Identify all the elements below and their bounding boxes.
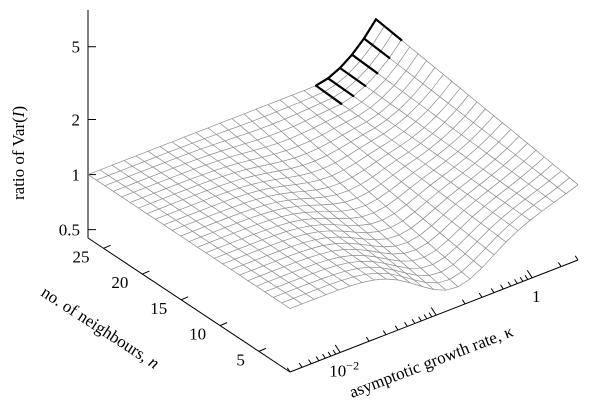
n-tick-label: 20 — [111, 273, 128, 292]
kappa-tick — [412, 319, 415, 323]
mesh-line-kappa — [316, 86, 518, 231]
n-tick — [220, 323, 227, 326]
mesh-line-kappa — [280, 100, 482, 268]
n-tick-label: 15 — [150, 299, 167, 318]
kappa-tick — [525, 275, 528, 279]
kappa-tick — [309, 360, 312, 364]
n-tick — [181, 297, 188, 300]
kappa-tick — [520, 277, 523, 281]
z-axis: 0.5 1 2 5 — [59, 10, 96, 240]
kappa-tick — [333, 350, 336, 354]
kappa-axis-title: asymptotic growth rate, κ — [347, 322, 516, 402]
n-tick-label: 10 — [189, 325, 206, 344]
kappa-tick — [405, 322, 408, 326]
n-tick — [142, 271, 149, 274]
mesh-line-kappa — [364, 39, 566, 194]
n-axis-title: no. of neighbours, n — [38, 282, 163, 372]
kappa-tick — [501, 285, 504, 289]
n-ticks: 5 10 15 20 25 — [73, 245, 266, 369]
kappa-tick — [558, 262, 561, 266]
kappa-tick — [491, 288, 494, 292]
kappa-tick — [431, 308, 436, 316]
kappa-tick — [366, 337, 369, 341]
mesh-line-kappa — [124, 161, 326, 295]
n-tick — [104, 245, 111, 248]
kappa-tick — [575, 256, 578, 260]
z-tick-label: 0.5 — [59, 221, 80, 240]
kappa-tick — [383, 330, 386, 334]
kappa-tick — [316, 357, 319, 361]
kappa-tick — [424, 315, 427, 319]
z-axis-title: ratio of Var(I) — [9, 106, 28, 200]
surface-drop-line — [352, 55, 377, 73]
kappa-tick — [429, 313, 432, 317]
n-axis: 5 10 15 20 25 — [73, 238, 290, 372]
kappa-tick — [395, 326, 398, 330]
kappa-tick — [323, 354, 326, 358]
kappa-tick — [508, 282, 511, 286]
mesh-line-n — [206, 116, 494, 253]
z-tick-label: 5 — [72, 38, 81, 57]
z-tick-label: 1 — [72, 166, 81, 185]
surface-drop-line — [376, 19, 401, 40]
surface-mesh — [88, 19, 578, 308]
kappa-tick-label: 10−2 — [329, 358, 359, 380]
n-tick-label: 25 — [73, 247, 90, 266]
n-tick-label: 5 — [236, 350, 245, 369]
mesh-line-n — [214, 123, 502, 259]
mesh-line-kappa — [136, 156, 338, 290]
kappa-tick — [299, 363, 302, 367]
mesh-line-n — [248, 150, 536, 281]
kappa-tick — [479, 293, 482, 297]
z-tick-label: 2 — [72, 111, 81, 130]
mesh-line-n — [189, 102, 477, 242]
n-tick — [259, 348, 266, 351]
surface-drop-line — [364, 39, 389, 58]
z-ticks: 0.5 1 2 5 — [59, 38, 96, 240]
kappa-tick — [515, 279, 518, 283]
mesh-line-kappa — [100, 170, 302, 304]
kappa-tick — [335, 345, 340, 353]
kappa-tick — [462, 300, 465, 304]
kappa-tick — [419, 317, 422, 321]
kappa-tick — [328, 352, 331, 356]
kappa-tick-label: 1 — [532, 287, 541, 306]
mesh-line-kappa — [292, 95, 494, 255]
mesh-line-n — [197, 109, 485, 247]
kappa-tick — [527, 270, 532, 278]
